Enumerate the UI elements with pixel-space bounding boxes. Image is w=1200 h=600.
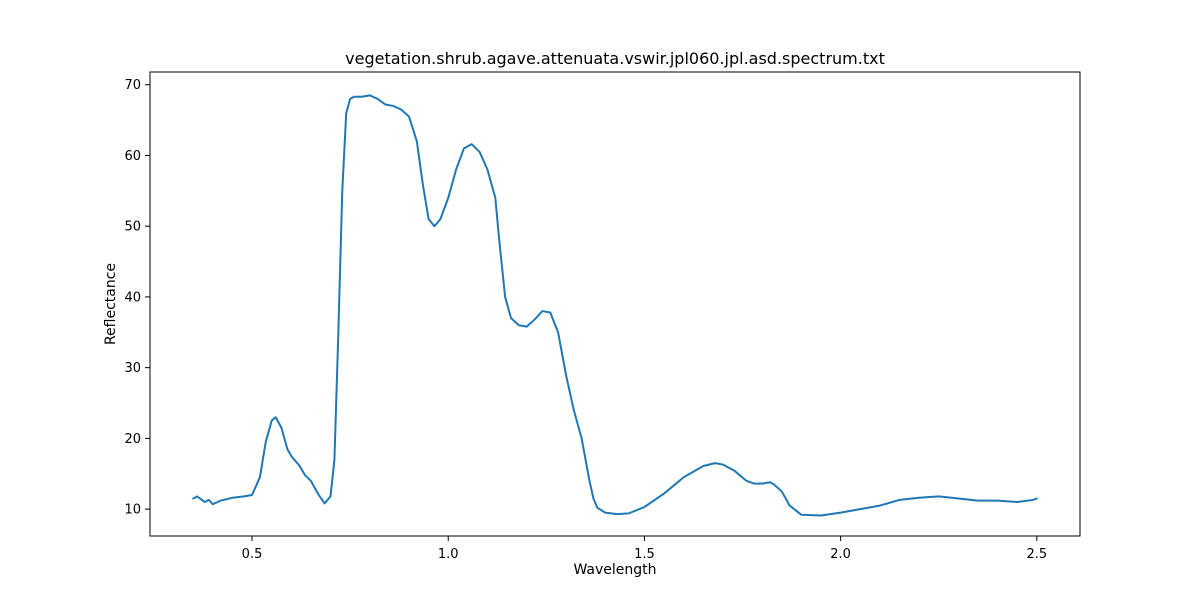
y-tick-label: 50 <box>124 220 141 235</box>
reflectance-series-line <box>192 94 1038 517</box>
chart-title: vegetation.shrub.agave.attenuata.vswir.j… <box>345 49 885 68</box>
y-tick-label: 40 <box>124 290 141 305</box>
x-axis: 0.5 1.0 1.5 2.0 2.5 <box>242 536 1047 562</box>
x-tick-label: 2.5 <box>1026 547 1047 562</box>
axes-frame <box>149 71 1081 537</box>
y-axis: 10 20 30 40 50 60 70 <box>124 78 150 518</box>
y-tick-label: 10 <box>124 503 141 518</box>
y-axis-label: Reflectance <box>103 263 119 345</box>
x-axis-label: Wavelength <box>573 562 656 578</box>
x-tick-label: 2.0 <box>830 547 851 562</box>
x-tick-label: 0.5 <box>242 547 263 562</box>
x-tick-label: 1.0 <box>438 547 459 562</box>
y-tick-label: 20 <box>124 432 141 447</box>
plot-area <box>192 94 1038 517</box>
x-tick-label: 1.5 <box>634 547 655 562</box>
y-tick-label: 30 <box>124 361 141 376</box>
y-tick-label: 70 <box>124 78 141 93</box>
y-tick-label: 60 <box>124 149 141 164</box>
